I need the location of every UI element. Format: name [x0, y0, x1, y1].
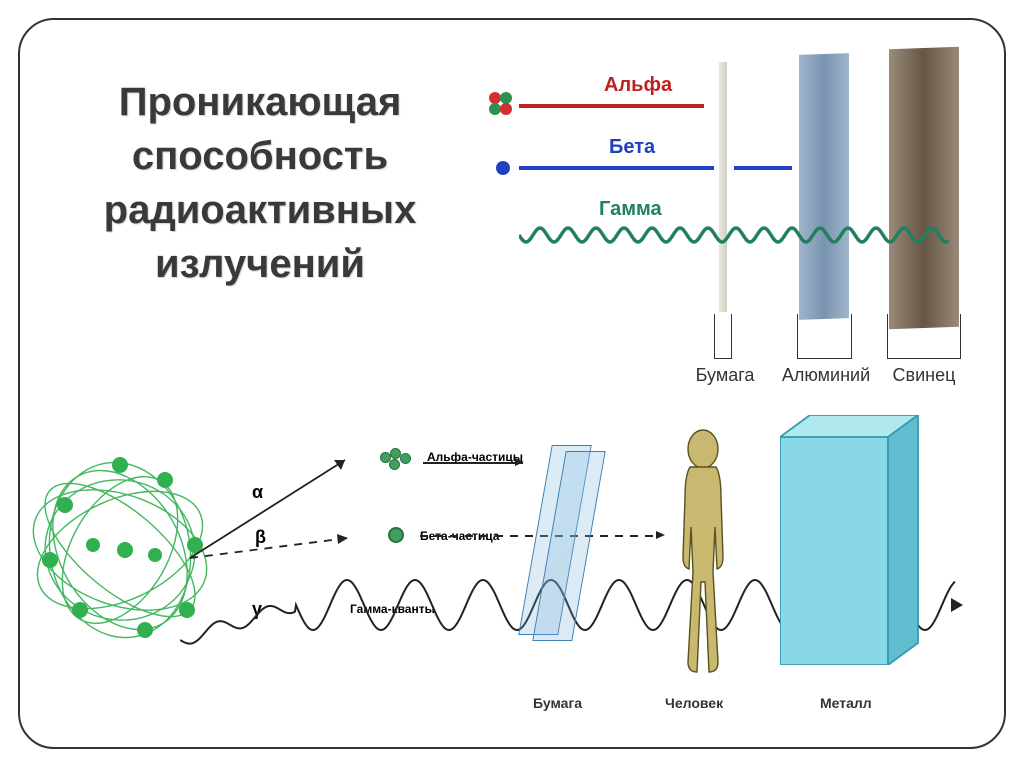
svg-text:α: α [252, 482, 263, 502]
gamma-label: Гамма [599, 198, 662, 221]
alpha-ray [423, 462, 523, 464]
alpha-particle-icon [489, 92, 515, 118]
svg-text:β: β [255, 527, 266, 547]
title: Проникающая способность радиоактивных из… [50, 75, 470, 291]
alpha-line [519, 104, 704, 108]
barrier-aluminum [799, 53, 849, 320]
beta-line [519, 166, 714, 170]
metal-label: Металл [820, 695, 872, 711]
alpha-particle-2-icon [380, 448, 420, 478]
gamma-wave [519, 220, 949, 250]
beta-label: Бета [609, 136, 655, 159]
paper-label: Бумага [533, 695, 582, 711]
mat-paper: Бумага [675, 365, 775, 386]
paper-barrier [535, 445, 590, 655]
mat-aluminum: Алюминий [771, 365, 881, 386]
human-icon [665, 427, 743, 677]
barrier-lead [889, 47, 959, 329]
beta-line-2 [734, 166, 792, 170]
alpha-label: Альфа [604, 74, 672, 97]
mat-lead: Свинец [879, 365, 969, 386]
callout-lead [887, 314, 961, 359]
human-label: Человек [665, 695, 723, 711]
bottom-diagram: α β γ Альфа-частицы Бета-частица Гамма-к… [25, 405, 990, 725]
top-diagram: Альфа Бета Гамма Бумага Алюминий Свинец [489, 62, 969, 342]
callout-paper [714, 314, 732, 359]
beta-particle-2-icon [388, 527, 404, 543]
beta-arrowhead [656, 531, 665, 539]
barrier-paper [719, 62, 727, 312]
metal-barrier [780, 415, 925, 665]
beta-particle-icon [496, 161, 510, 175]
callout-aluminum [797, 314, 852, 359]
